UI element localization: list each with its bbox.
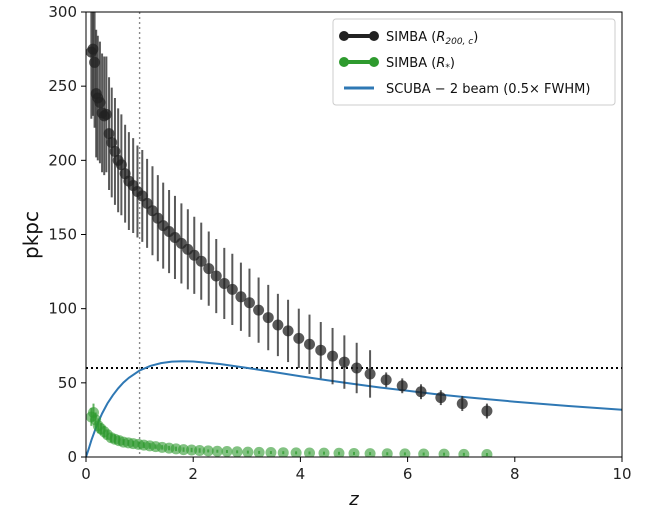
point-simba-r200c xyxy=(203,263,215,275)
legend-marker-simba-r200c xyxy=(339,31,349,41)
y-tick-label: 100 xyxy=(48,300,77,318)
legend-text-simba-rstar: SIMBA ( xyxy=(386,56,436,71)
legend-entry-simba-r200c: SIMBA (R200, c) xyxy=(339,30,478,47)
x-tick-label: 6 xyxy=(403,465,413,483)
point-simba-r200c xyxy=(364,368,376,380)
legend: SIMBA (R200, c) SIMBA (R*) SCUBA − 2 bea… xyxy=(332,18,616,106)
point-simba-r200c xyxy=(243,297,255,309)
point-simba-rstar xyxy=(290,447,302,457)
point-simba-r200c xyxy=(235,291,247,303)
y-tick-label: 0 xyxy=(67,448,77,466)
point-simba-rstar xyxy=(242,446,254,457)
x-axis-label: z xyxy=(348,489,359,510)
point-simba-r200c xyxy=(435,392,447,404)
point-simba-r200c xyxy=(109,145,121,157)
point-simba-r200c xyxy=(351,362,363,374)
y-tick-label: 200 xyxy=(48,151,77,169)
point-simba-rstar xyxy=(253,446,265,457)
x-tick-label: 2 xyxy=(188,465,198,483)
point-simba-rstar xyxy=(211,445,223,457)
legend-math-simba-rstar: R xyxy=(436,56,445,71)
legend-label-simba-r200c: SIMBA (R200, c) xyxy=(386,30,478,47)
y-tick-label: 300 xyxy=(48,3,77,21)
point-simba-rstar xyxy=(333,447,345,457)
point-simba-rstar xyxy=(481,448,493,457)
point-simba-r200c xyxy=(293,332,305,344)
point-simba-rstar xyxy=(202,445,214,457)
point-simba-r200c xyxy=(100,108,112,120)
point-simba-rstar xyxy=(318,447,330,457)
point-simba-rstar xyxy=(277,447,289,457)
point-simba-rstar xyxy=(186,444,198,456)
legend-text-simba-r200c: SIMBA ( xyxy=(386,30,436,45)
point-simba-r200c xyxy=(304,338,316,350)
x-tick-label: 4 xyxy=(296,465,306,483)
point-simba-rstar xyxy=(348,447,360,457)
point-simba-r200c xyxy=(253,304,265,316)
point-simba-r200c xyxy=(380,374,392,386)
point-simba-r200c xyxy=(456,398,468,410)
series-layer xyxy=(86,12,622,457)
legend-marker-simba-r200c xyxy=(369,31,379,41)
point-simba-r200c xyxy=(106,137,118,149)
legend-entry-simba-rstar: SIMBA (R*) xyxy=(339,56,455,73)
y-tick-label: 50 xyxy=(58,374,77,392)
point-simba-rstar xyxy=(265,447,277,457)
point-simba-r200c xyxy=(338,356,350,368)
point-simba-r200c xyxy=(226,283,238,295)
point-simba-rstar xyxy=(381,448,393,457)
scuba2-beam-line xyxy=(86,360,622,457)
point-simba-rstar xyxy=(178,444,190,456)
y-axis-label: pkpc xyxy=(19,211,43,259)
y-tick-label: 150 xyxy=(48,226,77,244)
point-simba-r200c xyxy=(396,380,408,392)
point-simba-r200c xyxy=(210,270,222,282)
point-simba-r200c xyxy=(103,128,115,140)
point-simba-rstar xyxy=(458,448,470,457)
point-simba-r200c xyxy=(415,386,427,398)
point-simba-r200c xyxy=(315,344,327,356)
legend-marker-simba-rstar xyxy=(369,57,379,67)
point-simba-r200c xyxy=(282,325,294,337)
legend-sub-simba-rstar: * xyxy=(445,63,450,73)
point-simba-rstar xyxy=(418,448,430,457)
legend-entry-scuba2: SCUBA − 2 beam (0.5× FWHM) xyxy=(344,82,590,97)
legend-label-scuba2: SCUBA − 2 beam (0.5× FWHM) xyxy=(386,82,590,97)
point-simba-r200c xyxy=(195,255,207,267)
point-simba-r200c xyxy=(327,350,339,362)
point-simba-rstar xyxy=(304,447,316,457)
point-simba-r200c xyxy=(89,56,101,68)
point-simba-r200c xyxy=(218,277,230,289)
x-tick-label: 10 xyxy=(612,465,631,483)
point-simba-rstar xyxy=(438,448,450,457)
point-simba-r200c xyxy=(481,405,493,417)
legend-close-simba-r200c: ) xyxy=(473,30,478,45)
point-simba-r200c xyxy=(115,159,127,171)
point-simba-rstar xyxy=(221,446,233,457)
legend-marker-simba-rstar xyxy=(339,57,349,67)
point-simba-r200c xyxy=(87,43,99,55)
point-simba-r200c xyxy=(272,319,284,331)
point-simba-r200c xyxy=(262,312,274,324)
point-simba-rstar xyxy=(231,446,243,457)
point-simba-rstar xyxy=(194,444,206,456)
legend-close-simba-rstar: ) xyxy=(450,56,455,71)
y-tick-label: 250 xyxy=(48,77,77,95)
legend-label-simba-rstar: SIMBA (R*) xyxy=(386,56,455,73)
x-tick-label: 0 xyxy=(81,465,91,483)
legend-math-simba-r200c: R xyxy=(436,30,445,45)
point-simba-rstar xyxy=(399,448,411,457)
legend-box xyxy=(332,18,616,106)
x-tick-label: 8 xyxy=(510,465,520,483)
legend-sub-simba-r200c: 200, c xyxy=(445,37,473,47)
point-simba-rstar xyxy=(364,448,376,457)
point-simba-r200c xyxy=(94,96,106,108)
